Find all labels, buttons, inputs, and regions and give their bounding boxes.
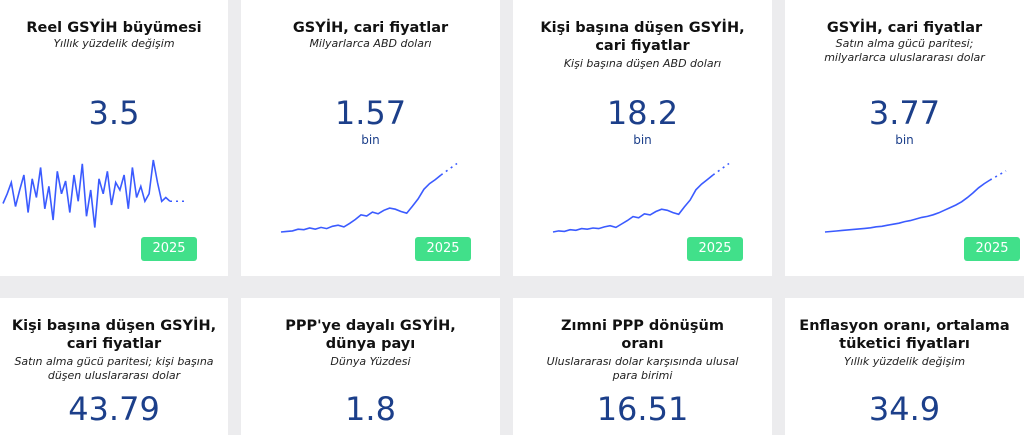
card-title: GSYİH, cari fiyatlar [826,20,983,36]
card-title: Zımni PPP dönüşüm oranı [561,318,724,352]
card-subtitle: Yıllık yüzdelik değişim [843,355,966,368]
indicator-card-gdp-current-prices[interactable]: GSYİH, cari fiyatlar Milyarlarca ABD dol… [241,0,500,276]
card-subtitle: Kişi başına düşen ABD doları [563,57,722,70]
indicator-card-real-gdp-growth[interactable]: Reel GSYİH büyümesi Yıllık yüzdelik deği… [0,0,228,276]
year-badge[interactable]: 2025 [415,237,471,261]
trend-sparkline [552,162,730,233]
card-title: PPP'ye dayalı GSYİH, dünya payı [285,318,456,352]
card-value: 18.2 [606,94,679,132]
card-subtitle: Satın alma gücü paritesi; milyarlarca ulu… [824,37,985,64]
card-title: GSYİH, cari fiyatlar [292,20,449,36]
card-value: 3.77 [868,94,941,132]
card-value: 43.79 [68,390,160,428]
card-value: 16.51 [596,390,689,428]
indicator-card-inflation[interactable]: Enflasyon oranı, ortalama tüketici fiyatl… [785,298,1024,435]
trend-line [280,174,442,233]
indicator-card-gdp-ppp[interactable]: GSYİH, cari fiyatlar Satın alma gücü par… [785,0,1024,276]
card-subtitle: Yıllık yüzdelik değişim [53,37,175,50]
card-value: 34.9 [868,390,941,428]
trend-sparkline [2,159,188,228]
card-value: 1.57 [334,94,407,132]
year-badge[interactable]: 2025 [687,237,743,261]
card-subtitle: Uluslararası dolar karşısında ulusal para… [546,355,739,382]
indicator-card-gdp-per-capita-ppp[interactable]: Kişi başına düşen GSYİH, cari fiyatlar Sa… [0,298,228,435]
card-value: 3.5 [88,94,140,132]
card-title: Reel GSYİH büyümesi [26,20,202,36]
trend-line [2,159,171,228]
indicator-card-gdp-per-capita[interactable]: Kişi başına düşen GSYİH, cari fiyatlar Ki… [513,0,772,276]
trend-projection [712,162,730,176]
card-title: Kişi başına düşen GSYİH, cari fiyatlar [11,318,217,352]
trend-projection [440,162,458,176]
card-subtitle: Satın alma gücü paritesi; kişi başına düş… [14,355,214,382]
card-value: 1.8 [345,390,396,428]
card-unit: bin [895,133,914,147]
trend-line [552,174,714,233]
trend-line [824,179,991,233]
trend-sparkline [280,162,458,233]
card-subtitle: Milyarlarca ABD doları [309,37,432,50]
trend-sparkline [824,170,1007,233]
card-subtitle: Dünya Yüzdesi [330,355,411,368]
year-badge[interactable]: 2025 [964,237,1020,261]
trend-projection [989,170,1007,181]
card-title: Enflasyon oranı, ortalama tüketici fiyatl… [799,318,1010,352]
indicator-card-implied-ppp-rate[interactable]: Zımni PPP dönüşüm oranı Uluslararası dola… [513,298,772,435]
year-badge[interactable]: 2025 [141,237,197,261]
card-title: Kişi başına düşen GSYİH, cari fiyatlar [540,20,745,54]
card-unit: bin [633,133,652,147]
indicator-card-ppp-world-share[interactable]: PPP'ye dayalı GSYİH, dünya payı Dünya Yüz… [241,298,500,435]
card-unit: bin [361,133,380,147]
